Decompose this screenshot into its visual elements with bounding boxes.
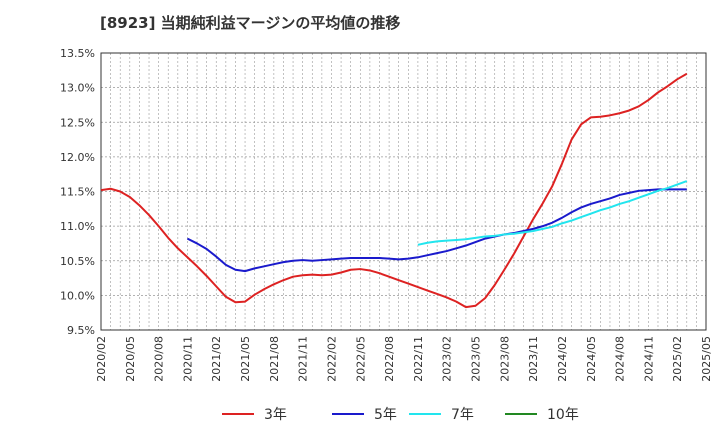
axis-layer: 9.5% 10.0% 10.5% 11.0% 11.5% 12.0% 12.5% 13.0% 1… — [60, 47, 713, 382]
y-tick-label: 11.0% — [60, 220, 95, 233]
legend-label-7年: 7年 — [451, 407, 474, 423]
x-tick-label: 2021/02 — [210, 336, 223, 382]
legend-label-10年: 10年 — [547, 407, 579, 423]
x-tick-label: 2024/05 — [585, 336, 598, 382]
legend-label-3年: 3年 — [264, 407, 287, 423]
legend-label-5年: 5年 — [374, 407, 397, 423]
x-tick-label: 2021/11 — [297, 336, 310, 382]
y-tick-label: 11.5% — [60, 186, 95, 199]
x-tick-label: 2021/08 — [268, 336, 281, 382]
x-tick-label: 2022/02 — [325, 336, 338, 382]
y-tick-label: 12.0% — [60, 151, 95, 164]
chart-title: [8923] 当期純利益マージンの平均値の推移 — [100, 14, 401, 32]
legend: 3年 5年 7年 10年 — [222, 407, 579, 423]
x-tick-label: 2023/02 — [441, 336, 454, 382]
series-line-5年 — [186, 188, 687, 273]
y-tick-label: 12.5% — [60, 116, 95, 129]
x-tick-label: 2024/02 — [556, 336, 569, 382]
x-tick-label: 2022/05 — [354, 336, 367, 382]
y-tick-label: 13.5% — [60, 47, 95, 60]
series-layer — [100, 72, 688, 309]
x-tick-label: 2024/11 — [642, 336, 655, 382]
series-line-7年 — [417, 180, 688, 246]
y-tick-label: 10.5% — [60, 255, 95, 268]
x-tick-label: 2024/08 — [614, 336, 627, 382]
y-tick-label: 13.0% — [60, 82, 95, 95]
x-tick-label: 2023/08 — [498, 336, 511, 382]
x-tick-label: 2025/05 — [700, 336, 713, 382]
x-tick-label: 2020/08 — [153, 336, 166, 382]
x-tick-label: 2025/02 — [671, 336, 684, 382]
plot-frame — [100, 52, 707, 331]
x-tick-label: 2023/11 — [527, 336, 540, 382]
x-tick-label: 2020/02 — [95, 336, 108, 382]
y-tick-label: 10.0% — [60, 289, 95, 302]
x-tick-label: 2020/11 — [181, 336, 194, 382]
x-tick-label: 2021/05 — [239, 336, 252, 382]
x-tick-label: 2022/08 — [383, 336, 396, 382]
x-tick-label: 2020/05 — [124, 336, 137, 382]
y-tick-label: 9.5% — [67, 324, 95, 337]
x-tick-label: 2022/11 — [412, 336, 425, 382]
x-tick-label: 2023/05 — [470, 336, 483, 382]
series-line-3年 — [100, 72, 688, 309]
grid-layer — [100, 52, 707, 331]
